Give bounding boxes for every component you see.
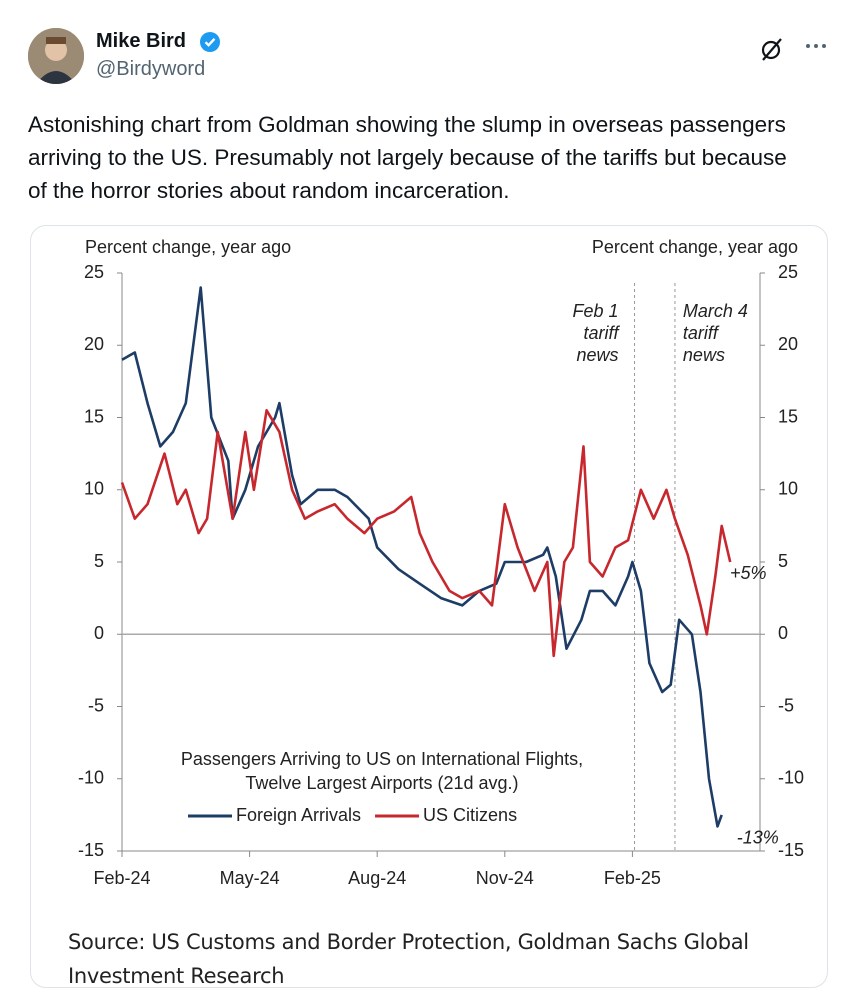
verified-badge: [200, 32, 220, 52]
y2-tick-label: 25: [778, 262, 798, 282]
x-tick-label: Feb-25: [604, 868, 661, 888]
legend-label: Foreign Arrivals: [236, 805, 361, 825]
avatar-image: [28, 28, 84, 84]
event-label: news: [683, 345, 725, 365]
more-menu[interactable]: [804, 40, 828, 52]
x-tick-label: Feb-24: [93, 868, 150, 888]
legend-title: Twelve Largest Airports (21d avg.): [245, 773, 518, 793]
y-tick-label: 10: [84, 479, 104, 499]
y2-tick-label: 10: [778, 479, 798, 499]
event-label: news: [576, 345, 618, 365]
legend-title: Passengers Arriving to US on Internation…: [181, 749, 583, 769]
x-tick-label: Aug-24: [348, 868, 406, 888]
y-axis-label: Percent change, year ago: [85, 237, 291, 257]
author-name[interactable]: Mike Bird: [96, 30, 187, 52]
event-label: tariff: [584, 323, 621, 343]
tweet-text: Astonishing chart from Goldman showing t…: [28, 112, 787, 203]
end-label: -13%: [737, 828, 779, 848]
y-tick-label: -5: [88, 695, 104, 715]
y-tick-label: 15: [84, 406, 104, 426]
series-line: [120, 409, 732, 658]
y2-tick-label: -10: [778, 768, 804, 788]
source-note: Source: US Customs and Border Protection…: [68, 930, 749, 988]
y2-tick-label: 15: [778, 406, 798, 426]
author-handle[interactable]: @Birdyword: [96, 58, 206, 80]
legend-label: US Citizens: [423, 805, 517, 825]
y-tick-label: -10: [78, 768, 104, 788]
y-tick-label: 5: [94, 551, 104, 571]
y2-tick-label: -15: [778, 840, 804, 860]
y-tick-label: 0: [94, 623, 104, 643]
y2-tick-label: 20: [778, 334, 798, 354]
event-label: tariff: [683, 323, 720, 343]
y-tick-label: 25: [84, 262, 104, 282]
event-label: Feb 1: [572, 301, 618, 321]
x-tick-label: Nov-24: [476, 868, 534, 888]
y2-tick-label: 0: [778, 623, 788, 643]
grok-icon[interactable]: [759, 36, 785, 62]
media-card[interactable]: [30, 225, 828, 988]
y-tick-label: 20: [84, 334, 104, 354]
y2-tick-label: 5: [778, 551, 788, 571]
avatar[interactable]: [28, 28, 84, 84]
y-tick-label: -15: [78, 840, 104, 860]
event-label: March 4: [683, 301, 748, 321]
y2-axis-label: Percent change, year ago: [592, 237, 798, 257]
y2-tick-label: -5: [778, 695, 794, 715]
x-tick-label: May-24: [220, 868, 280, 888]
end-label: +5%: [730, 563, 767, 583]
series-line: [121, 286, 723, 828]
